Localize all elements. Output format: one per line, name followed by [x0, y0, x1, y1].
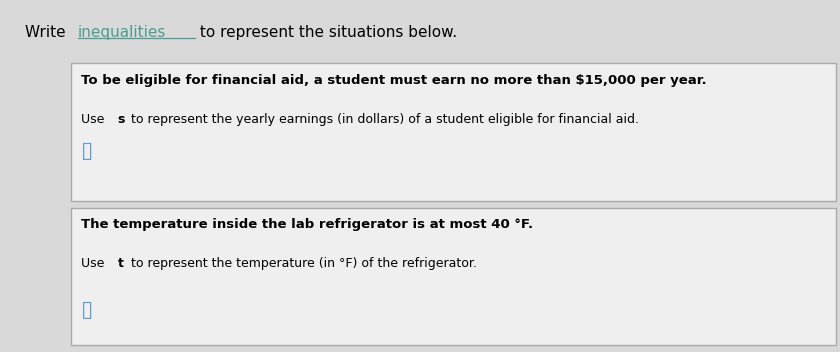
Text: The temperature inside the lab refrigerator is at most 40 °F.: The temperature inside the lab refrigera…	[81, 218, 533, 231]
Text: Use: Use	[81, 257, 109, 270]
FancyBboxPatch shape	[71, 63, 836, 201]
Text: to represent the yearly earnings (in dollars) of a student eligible for financia: to represent the yearly earnings (in dol…	[127, 113, 639, 126]
Text: To be eligible for financial aid, a student must earn no more than $15,000 per y: To be eligible for financial aid, a stud…	[81, 74, 707, 87]
Text: Use: Use	[81, 113, 109, 126]
Text: to represent the situations below.: to represent the situations below.	[195, 25, 457, 40]
Text: to represent the temperature (in °F) of the refrigerator.: to represent the temperature (in °F) of …	[127, 257, 477, 270]
Text: ▯: ▯	[81, 300, 94, 320]
Text: inequalities: inequalities	[78, 25, 166, 40]
Text: ▯: ▯	[81, 142, 94, 161]
FancyBboxPatch shape	[71, 208, 836, 345]
Text: Write: Write	[25, 25, 71, 40]
Text: t: t	[118, 257, 123, 270]
Text: s: s	[118, 113, 125, 126]
